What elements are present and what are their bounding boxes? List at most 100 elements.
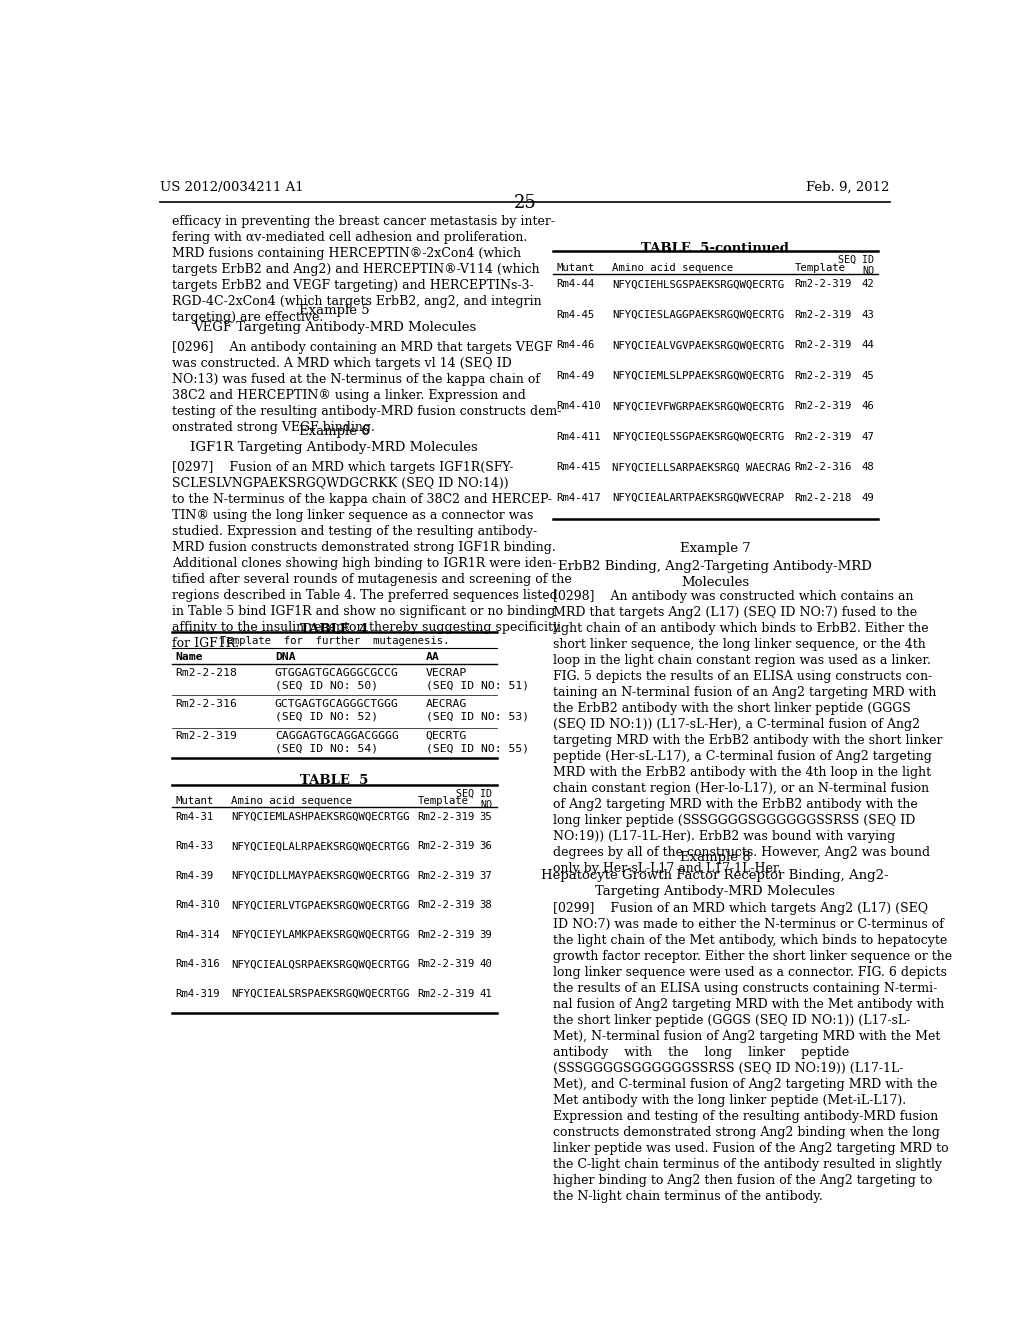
Text: NFYQCIEHLSGSPAEKSRGQWQECRTG: NFYQCIEHLSGSPAEKSRGQWQECRTG bbox=[612, 280, 784, 289]
Text: Rm4-31: Rm4-31 bbox=[176, 812, 214, 822]
Text: NFYQCIESLAGGPAEKSRGQWQECRTG: NFYQCIESLAGGPAEKSRGQWQECRTG bbox=[612, 310, 784, 319]
Text: NFYQCIEALARTPAEKSRGQWVECRAP: NFYQCIEALARTPAEKSRGQWVECRAP bbox=[612, 492, 784, 503]
Text: Amino acid sequence: Amino acid sequence bbox=[612, 263, 733, 273]
Text: [0296]    An antibody containing an MRD that targets VEGF
was constructed. A MRD: [0296] An antibody containing an MRD tha… bbox=[172, 342, 561, 434]
Text: Name: Name bbox=[176, 652, 203, 663]
Text: Rm2-2-319: Rm2-2-319 bbox=[418, 812, 475, 822]
Text: NFYQCIDLLMAYPAEKSRGQWQECRTGG: NFYQCIDLLMAYPAEKSRGQWQECRTGG bbox=[231, 871, 410, 880]
Text: Amino acid sequence: Amino acid sequence bbox=[231, 796, 352, 805]
Text: Hepatocyte Growth Factor Receptor Binding, Ang2-
Targeting Antibody-MRD Molecule: Hepatocyte Growth Factor Receptor Bindin… bbox=[542, 870, 889, 899]
Text: Rm4-39: Rm4-39 bbox=[176, 871, 214, 880]
Text: VEGF Targeting Antibody-MRD Molecules: VEGF Targeting Antibody-MRD Molecules bbox=[193, 321, 476, 334]
Text: VECRAP
(SEQ ID NO: 51): VECRAP (SEQ ID NO: 51) bbox=[426, 668, 528, 690]
Text: NO: NO bbox=[480, 800, 493, 809]
Text: Rm4-411: Rm4-411 bbox=[557, 432, 601, 442]
Text: efficacy in preventing the breast cancer metastasis by inter-
fering with αv-med: efficacy in preventing the breast cancer… bbox=[172, 215, 555, 325]
Text: TABLE  5: TABLE 5 bbox=[300, 775, 369, 787]
Text: 36: 36 bbox=[479, 841, 493, 851]
Text: [0297]    Fusion of an MRD which targets IGF1R(SFY-
SCLESLVNGPAEKSRGQWDGCRKK (SE: [0297] Fusion of an MRD which targets IG… bbox=[172, 461, 571, 651]
Text: NO: NO bbox=[862, 267, 874, 276]
Text: Rm2-2-319: Rm2-2-319 bbox=[795, 371, 852, 381]
Text: Rm4-44: Rm4-44 bbox=[557, 280, 595, 289]
Text: 46: 46 bbox=[861, 401, 874, 412]
Text: 45: 45 bbox=[861, 371, 874, 381]
Text: Rm2-2-316: Rm2-2-316 bbox=[795, 462, 852, 473]
Text: Mutant: Mutant bbox=[176, 796, 214, 805]
Text: Rm2-2-319: Rm2-2-319 bbox=[795, 280, 852, 289]
Text: DNA: DNA bbox=[274, 652, 296, 663]
Text: Example 8: Example 8 bbox=[680, 851, 751, 865]
Text: 44: 44 bbox=[861, 341, 874, 350]
Text: NFYQCIEALVGVPAEKSRGQWQECRTG: NFYQCIEALVGVPAEKSRGQWQECRTG bbox=[612, 341, 784, 350]
Text: Example 7: Example 7 bbox=[680, 541, 751, 554]
Text: SEQ ID: SEQ ID bbox=[838, 255, 874, 265]
Text: Rm2-2-319: Rm2-2-319 bbox=[418, 871, 475, 880]
Text: Template: Template bbox=[418, 796, 469, 805]
Text: QECRTG
(SEQ ID NO: 55): QECRTG (SEQ ID NO: 55) bbox=[426, 731, 528, 752]
Text: Rm2-2-319: Rm2-2-319 bbox=[418, 929, 475, 940]
Text: 48: 48 bbox=[861, 462, 874, 473]
Text: Template  for  further  mutagenesis.: Template for further mutagenesis. bbox=[219, 636, 450, 645]
Text: Rm2-2-319: Rm2-2-319 bbox=[795, 341, 852, 350]
Text: 38: 38 bbox=[479, 900, 493, 911]
Text: Rm4-45: Rm4-45 bbox=[557, 310, 595, 319]
Text: Rm4-314: Rm4-314 bbox=[176, 929, 220, 940]
Text: Rm4-410: Rm4-410 bbox=[557, 401, 601, 412]
Text: AECRAG
(SEQ ID NO: 53): AECRAG (SEQ ID NO: 53) bbox=[426, 700, 528, 722]
Text: IGF1R Targeting Antibody-MRD Molecules: IGF1R Targeting Antibody-MRD Molecules bbox=[190, 441, 478, 454]
Text: CAGGAGTGCAGGACGGGG
(SEQ ID NO: 54): CAGGAGTGCAGGACGGGG (SEQ ID NO: 54) bbox=[274, 731, 398, 752]
Text: [0299]    Fusion of an MRD which targets Ang2 (L17) (SEQ
ID NO:7) was made to ei: [0299] Fusion of an MRD which targets An… bbox=[553, 902, 951, 1203]
Text: Rm4-46: Rm4-46 bbox=[557, 341, 595, 350]
Text: Rm2-2-319: Rm2-2-319 bbox=[418, 960, 475, 969]
Text: NFYQCIERLVTGPAEKSRGQWQECRTGG: NFYQCIERLVTGPAEKSRGQWQECRTGG bbox=[231, 900, 410, 911]
Text: Rm2-2-319: Rm2-2-319 bbox=[418, 841, 475, 851]
Text: GCTGAGTGCAGGGCTGGG
(SEQ ID NO: 52): GCTGAGTGCAGGGCTGGG (SEQ ID NO: 52) bbox=[274, 700, 398, 722]
Text: NFYQCIEQLSSGPAEKSRGQWQECRTG: NFYQCIEQLSSGPAEKSRGQWQECRTG bbox=[612, 432, 784, 442]
Text: SEQ ID: SEQ ID bbox=[457, 788, 493, 799]
Text: NFYQCIEMLASHPAEKSRGQWQECRTGG: NFYQCIEMLASHPAEKSRGQWQECRTGG bbox=[231, 812, 410, 822]
Text: Rm4-49: Rm4-49 bbox=[557, 371, 595, 381]
Text: 41: 41 bbox=[479, 989, 493, 999]
Text: 39: 39 bbox=[479, 929, 493, 940]
Text: Rm4-415: Rm4-415 bbox=[557, 462, 601, 473]
Text: Rm2-2-319: Rm2-2-319 bbox=[795, 432, 852, 442]
Text: Rm2-2-218: Rm2-2-218 bbox=[795, 492, 852, 503]
Text: NFYQCIEYLAMKPAEKSRGQWQECRTGG: NFYQCIEYLAMKPAEKSRGQWQECRTGG bbox=[231, 929, 410, 940]
Text: Rm2-2-319: Rm2-2-319 bbox=[176, 731, 238, 741]
Text: TABLE  5-continued: TABLE 5-continued bbox=[641, 242, 790, 255]
Text: NFYQCIEALSRSPAEKSRGQWQECRTGG: NFYQCIEALSRSPAEKSRGQWQECRTGG bbox=[231, 989, 410, 999]
Text: TABLE  4: TABLE 4 bbox=[300, 623, 369, 636]
Text: Example 6: Example 6 bbox=[299, 425, 370, 438]
Text: 40: 40 bbox=[479, 960, 493, 969]
Text: Rm2-2-316: Rm2-2-316 bbox=[176, 700, 238, 709]
Text: 37: 37 bbox=[479, 871, 493, 880]
Text: Template: Template bbox=[795, 263, 846, 273]
Text: US 2012/0034211 A1: US 2012/0034211 A1 bbox=[160, 181, 303, 194]
Text: [0298]    An antibody was constructed which contains an
MRD that targets Ang2 (L: [0298] An antibody was constructed which… bbox=[553, 590, 942, 875]
Text: Rm4-319: Rm4-319 bbox=[176, 989, 220, 999]
Text: 35: 35 bbox=[479, 812, 493, 822]
Text: Rm2-2-319: Rm2-2-319 bbox=[795, 401, 852, 412]
Text: 42: 42 bbox=[861, 280, 874, 289]
Text: Rm4-417: Rm4-417 bbox=[557, 492, 601, 503]
Text: 25: 25 bbox=[513, 194, 537, 213]
Text: Rm2-2-319: Rm2-2-319 bbox=[418, 900, 475, 911]
Text: NFYQCIEALQSRPAEKSRGQWQECRTGG: NFYQCIEALQSRPAEKSRGQWQECRTGG bbox=[231, 960, 410, 969]
Text: 43: 43 bbox=[861, 310, 874, 319]
Text: NFYQCIEQLALRPAEKSRGQWQECRTGG: NFYQCIEQLALRPAEKSRGQWQECRTGG bbox=[231, 841, 410, 851]
Text: AA: AA bbox=[426, 652, 439, 663]
Text: Rm2-2-319: Rm2-2-319 bbox=[418, 989, 475, 999]
Text: Rm2-2-218: Rm2-2-218 bbox=[176, 668, 238, 677]
Text: Rm4-316: Rm4-316 bbox=[176, 960, 220, 969]
Text: Mutant: Mutant bbox=[557, 263, 595, 273]
Text: ErbB2 Binding, Ang2-Targeting Antibody-MRD
Molecules: ErbB2 Binding, Ang2-Targeting Antibody-M… bbox=[558, 560, 872, 589]
Text: Feb. 9, 2012: Feb. 9, 2012 bbox=[807, 181, 890, 194]
Text: NFYQCIELLSARPAEKSRGQ WAECRAG: NFYQCIELLSARPAEKSRGQ WAECRAG bbox=[612, 462, 791, 473]
Text: 49: 49 bbox=[861, 492, 874, 503]
Text: NFYQCIEMLSLPPAEKSRGQWQECRTG: NFYQCIEMLSLPPAEKSRGQWQECRTG bbox=[612, 371, 784, 381]
Text: Rm4-33: Rm4-33 bbox=[176, 841, 214, 851]
Text: Example 5: Example 5 bbox=[299, 304, 370, 317]
Text: Rm2-2-319: Rm2-2-319 bbox=[795, 310, 852, 319]
Text: NFYQCIEVFWGRPAEKSRGQWQECRTG: NFYQCIEVFWGRPAEKSRGQWQECRTG bbox=[612, 401, 784, 412]
Text: Rm4-310: Rm4-310 bbox=[176, 900, 220, 911]
